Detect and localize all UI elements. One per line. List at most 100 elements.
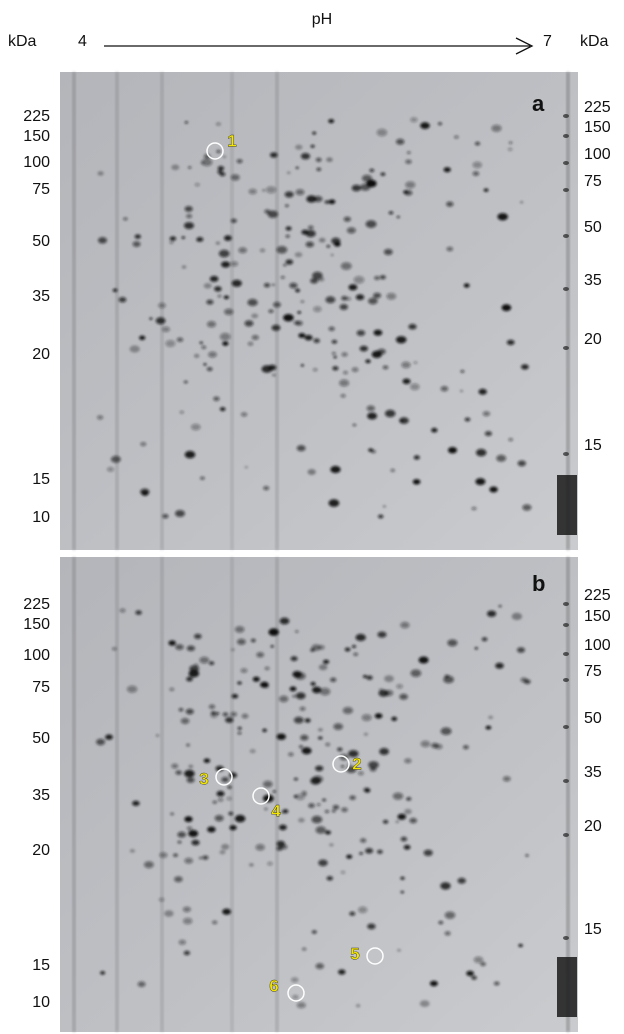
protein-spot [341,352,348,357]
protein-spot [97,415,104,420]
protein-spot [184,222,194,230]
left-marker-label: 225 [23,108,50,125]
protein-spot [406,798,410,801]
protein-spot [184,857,193,864]
protein-spot [339,304,348,310]
protein-spot [349,911,356,916]
left-marker-label: 75 [32,679,50,696]
protein-spot [346,297,352,301]
protein-spot [497,213,509,221]
protein-spot [295,630,299,633]
protein-spot [227,785,232,789]
right-marker-label: 75 [584,663,602,680]
protein-spot [340,765,345,768]
protein-spot [508,438,513,442]
protein-spot [378,689,389,697]
protein-spot [368,761,379,769]
protein-spot [123,217,128,221]
protein-spot [202,855,209,860]
protein-spot [311,815,323,824]
protein-spot [291,977,299,983]
protein-spot [317,277,325,282]
protein-spot [304,718,311,723]
protein-spot [488,715,493,720]
protein-spot [186,214,193,219]
protein-spot [403,190,409,194]
protein-spot [489,486,498,493]
protein-spot [226,796,232,801]
protein-spot [318,728,323,732]
protein-spot [294,252,303,258]
protein-spot [365,220,377,228]
protein-spot [237,638,246,645]
protein-spot [292,695,296,698]
protein-spot [446,246,454,252]
protein-spot [318,736,323,740]
protein-spot [481,637,488,642]
protein-spot [262,189,266,192]
protein-spot [217,797,224,802]
protein-spot [299,745,303,749]
protein-spot [182,265,186,269]
protein-spot [263,283,271,288]
protein-spot [413,361,418,364]
ladder-band [563,188,569,192]
protein-spot [487,610,497,617]
protein-spot [365,359,371,364]
protein-spot [344,647,351,652]
protein-spot [440,727,452,735]
protein-spot [263,780,273,788]
protein-spot [289,282,298,289]
protein-spot [297,311,302,314]
protein-spot [112,647,117,651]
protein-spot [358,771,364,776]
protein-spot [263,486,270,491]
left-marker-label: 150 [23,128,50,145]
protein-spot [457,877,466,884]
protein-spot [132,241,141,247]
protein-spot [178,708,184,712]
protein-spot [444,911,456,919]
protein-spot [209,661,215,665]
protein-spot [247,298,258,307]
protein-spot [323,659,330,664]
protein-spot [224,235,232,241]
right-unit: kDa [580,33,609,50]
protein-spot [330,465,341,474]
protein-spot [169,687,175,692]
protein-spot [473,956,484,964]
protein-spot [413,455,420,460]
right-marker-label: 100 [584,637,611,654]
protein-spot [300,153,311,160]
protein-spot [295,189,305,196]
protein-spot [369,168,375,173]
protein-spot [182,906,191,913]
protein-spot [237,681,242,685]
protein-spot [191,839,200,846]
protein-spot [337,747,343,752]
left-marker-label: 50 [32,730,50,747]
protein-spot [311,930,317,934]
protein-spot [346,854,353,859]
protein-spot [171,763,179,769]
protein-spot [363,675,367,678]
protein-spot [480,962,486,967]
protein-spot [386,292,397,300]
protein-spot [216,790,225,797]
protein-spot [343,216,351,222]
protein-spot [247,341,254,346]
protein-spot [325,742,331,747]
protein-spot [438,920,444,925]
protein-spot [373,292,382,299]
protein-spot [404,808,412,815]
gel-background [60,557,578,1032]
protein-spot [382,819,389,824]
right-marker-label: 20 [584,331,602,348]
protein-spot [302,947,307,951]
protein-spot [183,917,193,925]
protein-spot [377,348,386,355]
protein-spot [162,326,170,333]
protein-spot [406,151,411,154]
protein-spot [230,218,237,223]
protein-spot [141,490,149,496]
